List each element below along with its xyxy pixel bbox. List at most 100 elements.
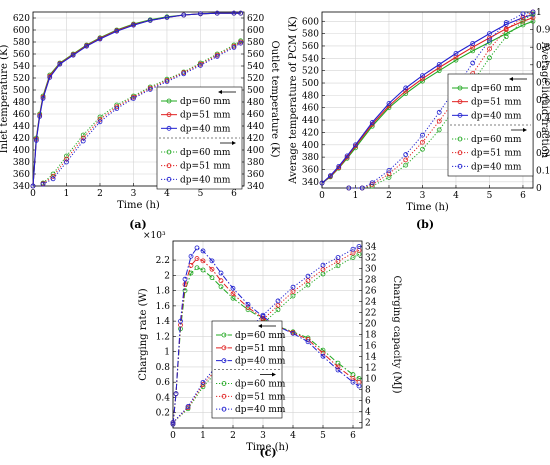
legend-marker-green — [221, 381, 227, 386]
y-tick-label-left: 540 — [13, 62, 30, 72]
data-point-red — [503, 27, 509, 33]
y-tick-label-left: 500 — [302, 79, 319, 89]
data-point-red — [275, 302, 281, 308]
legend-arrow-left-head — [218, 90, 222, 94]
data-point-green — [305, 282, 311, 288]
data-point-red — [436, 118, 442, 124]
data-point-green — [230, 295, 236, 301]
data-point-blue — [47, 75, 53, 80]
y-tick-label-left: 1.4 — [156, 317, 171, 327]
x-axis-label: Time (h) — [117, 200, 160, 211]
x-tick-label: 3 — [420, 191, 426, 201]
y-tick-label-right: 420 — [247, 134, 264, 144]
data-point-blue — [114, 106, 120, 111]
y-tick-label-left: 0.6 — [156, 378, 171, 388]
y-tick-label-left: 1.2 — [156, 332, 170, 342]
data-point-blue — [147, 17, 153, 23]
data-point-blue — [80, 138, 86, 144]
data-point-green — [182, 288, 188, 294]
data-point-green — [403, 162, 409, 168]
y-tick-label-right: 0.5 — [536, 96, 550, 106]
data-point-green — [64, 153, 69, 159]
data-point-blue — [346, 185, 352, 191]
y-tick-label-left: 360 — [302, 165, 319, 175]
data-point-blue — [40, 181, 46, 187]
y-tick-label-left: 420 — [13, 134, 30, 144]
data-point-blue — [305, 339, 311, 345]
data-point-blue — [290, 284, 296, 290]
data-point-green — [335, 360, 341, 366]
data-point-blue — [238, 10, 244, 16]
y-tick-label-right: 18 — [365, 331, 377, 341]
data-point-red — [436, 65, 442, 70]
y-tick-label-right: 540 — [247, 62, 264, 72]
data-point-red — [386, 171, 392, 177]
legend-marker-red — [221, 345, 227, 351]
data-point-blue — [214, 10, 220, 16]
data-point-blue — [335, 367, 341, 373]
series-line-red-left — [172, 258, 360, 425]
data-point-blue — [336, 163, 342, 169]
y-tick-label-right: 34 — [365, 243, 377, 253]
y-tick-label-right: 22 — [365, 309, 376, 319]
data-point-green — [453, 57, 459, 63]
plot-frame — [32, 11, 245, 187]
data-point-red — [218, 278, 224, 284]
y-tick-label-right: 2 — [365, 419, 371, 429]
data-point-blue — [369, 120, 375, 125]
y-tick-label-left: 340 — [302, 178, 319, 188]
data-point-blue — [386, 100, 392, 106]
data-point-blue — [436, 109, 442, 115]
data-point-blue — [185, 404, 191, 409]
data-point-blue — [420, 73, 425, 79]
legend-arrow-left-head — [509, 77, 513, 81]
data-point-blue — [33, 137, 39, 143]
data-point-green — [386, 175, 392, 180]
data-point-blue — [487, 37, 492, 43]
legend-marker-blue — [221, 406, 227, 412]
data-point-red — [420, 76, 425, 82]
legend-label: dp=40 mm — [235, 405, 286, 415]
y-tick-label-left: 520 — [302, 67, 319, 77]
data-point-blue — [200, 379, 206, 385]
data-point-blue — [231, 45, 237, 50]
data-point-green — [320, 347, 326, 353]
legend-label: dp=40 mm — [180, 175, 231, 185]
data-point-red — [520, 14, 526, 20]
data-point-blue — [530, 9, 536, 15]
chart-panel-b: 0 1 2 3 4 5 6 340 360 380 400 420 440 460 480 500 520 540… — [288, 8, 550, 231]
data-point-blue — [356, 244, 362, 249]
data-point-green — [200, 267, 206, 273]
y-tick-label-left: 400 — [302, 141, 319, 151]
series-line-green-left — [321, 20, 534, 184]
y-tick-label-right: 26 — [365, 287, 377, 297]
x-tick-label: 5 — [320, 431, 326, 441]
y-tick-label-right: 24 — [365, 298, 377, 308]
x-tick-label: 4 — [290, 431, 296, 441]
data-point-red — [114, 104, 120, 110]
y-tick-label-left: 520 — [13, 74, 30, 84]
x-tick-label: 2 — [386, 191, 392, 201]
legend-arrow-right-head — [272, 372, 276, 377]
legend-label: dp=51 mm — [235, 392, 286, 402]
data-point-blue — [198, 63, 203, 68]
x-tick-label: 5 — [487, 191, 493, 201]
legend-marker-red — [221, 393, 227, 399]
y-tick-label-left: 460 — [302, 104, 319, 114]
y-axis-label-left: Average temperature of PCM (K) — [288, 16, 299, 185]
y-tick-label-left: 540 — [302, 54, 319, 64]
data-point-blue — [319, 180, 325, 186]
legend-label: dp=51 mm — [471, 149, 522, 159]
y-multiplier-label: ×10³ — [143, 231, 166, 241]
y-tick-label-left: 580 — [302, 30, 319, 40]
y-axis-label-left: Inlet temperature (K) — [0, 45, 10, 154]
data-point-blue — [40, 96, 46, 101]
data-point-green — [420, 146, 425, 152]
series-line-green-left — [172, 267, 360, 425]
data-point-blue — [84, 43, 89, 49]
x-tick-label: 0 — [30, 189, 36, 199]
series-line-blue-right — [172, 246, 360, 423]
y-tick-label-right: 340 — [247, 182, 264, 192]
data-point-blue — [344, 153, 350, 159]
data-point-red — [50, 173, 56, 179]
